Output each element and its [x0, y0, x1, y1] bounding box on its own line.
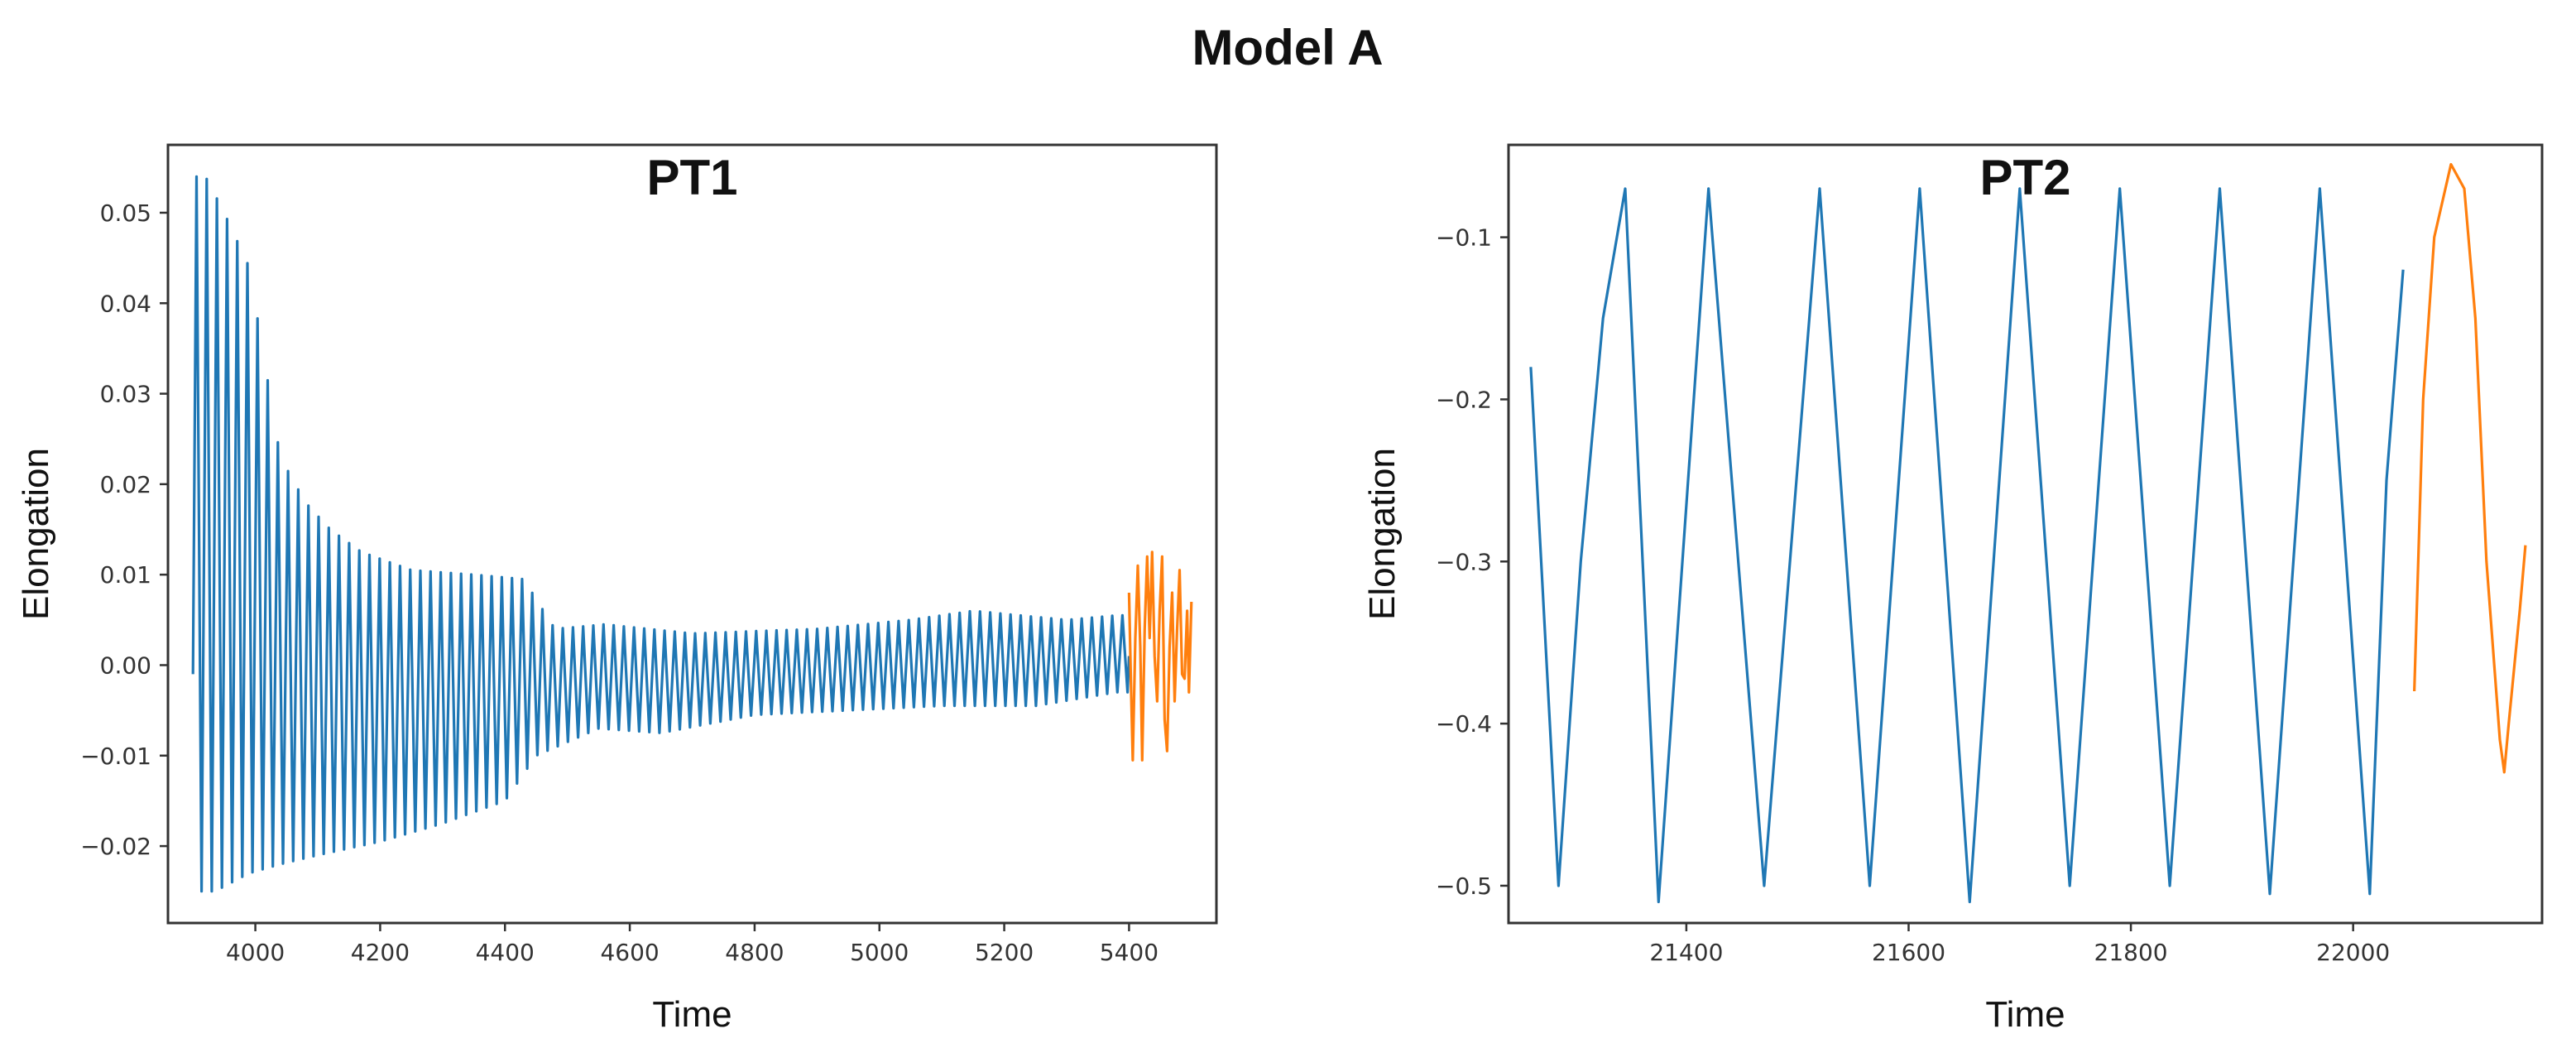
x-tick-label: 5200 [975, 939, 1034, 966]
chart-pt2: 21400 21600 21800 22000 −0.5 −0.4 −0.3 −0.2 −0.1… [1362, 143, 2544, 1035]
y-tick-label: −0.4 [1436, 710, 1492, 738]
chart-title: PT1 [646, 150, 737, 205]
series-line-2 [2413, 162, 2527, 774]
x-tick-label: 21600 [1872, 939, 1945, 966]
x-tick-label: 4000 [226, 939, 285, 966]
series-line-1 [1529, 187, 2405, 904]
figure-title: Model A [1192, 20, 1383, 75]
chart-title: PT2 [1979, 150, 2070, 205]
y-tick-label: −0.3 [1436, 548, 1492, 575]
plot-frame [1507, 143, 2544, 925]
y-tick-label: 0.04 [100, 290, 151, 317]
y-tick-label: −0.1 [1436, 224, 1492, 252]
y-tick-label: 0.03 [100, 381, 151, 408]
series-line-1 [191, 175, 1130, 893]
x-tick-label: 21800 [2094, 939, 2168, 966]
x-axis-label: Time [1985, 994, 2065, 1035]
series-line-2 [1127, 550, 1193, 762]
plot-frame [166, 143, 1218, 925]
y-tick-label: 0.01 [100, 561, 151, 589]
y-tick-label: −0.01 [80, 743, 151, 770]
y-tick-label: 0.05 [100, 200, 151, 227]
x-tick-label: 5000 [850, 939, 909, 966]
plot-area [191, 175, 1193, 893]
y-tick-label: 0.02 [100, 471, 151, 498]
chart-pt1: 4000 4200 4400 4600 4800 5000 5200 5400 −0.02 −0.… [16, 143, 1218, 1035]
x-tick-label: 5400 [1100, 939, 1158, 966]
x-tick-label: 4400 [476, 939, 535, 966]
y-tick-label: −0.5 [1436, 873, 1492, 900]
x-tick-label: 4600 [600, 939, 659, 966]
y-tick-label: −0.2 [1436, 386, 1492, 413]
x-tick-label: 4800 [725, 939, 784, 966]
x-tick-label: 21400 [1649, 939, 1723, 966]
x-tick-label: 22000 [2316, 939, 2390, 966]
plot-area [1529, 162, 2527, 904]
x-axis-label: Time [652, 994, 732, 1035]
x-tick-label: 4200 [351, 939, 410, 966]
y-tick-label: 0.00 [100, 651, 151, 679]
y-tick-label: −0.02 [80, 833, 151, 860]
y-axis-label: Elongation [16, 448, 56, 620]
y-axis-label: Elongation [1362, 448, 1403, 620]
